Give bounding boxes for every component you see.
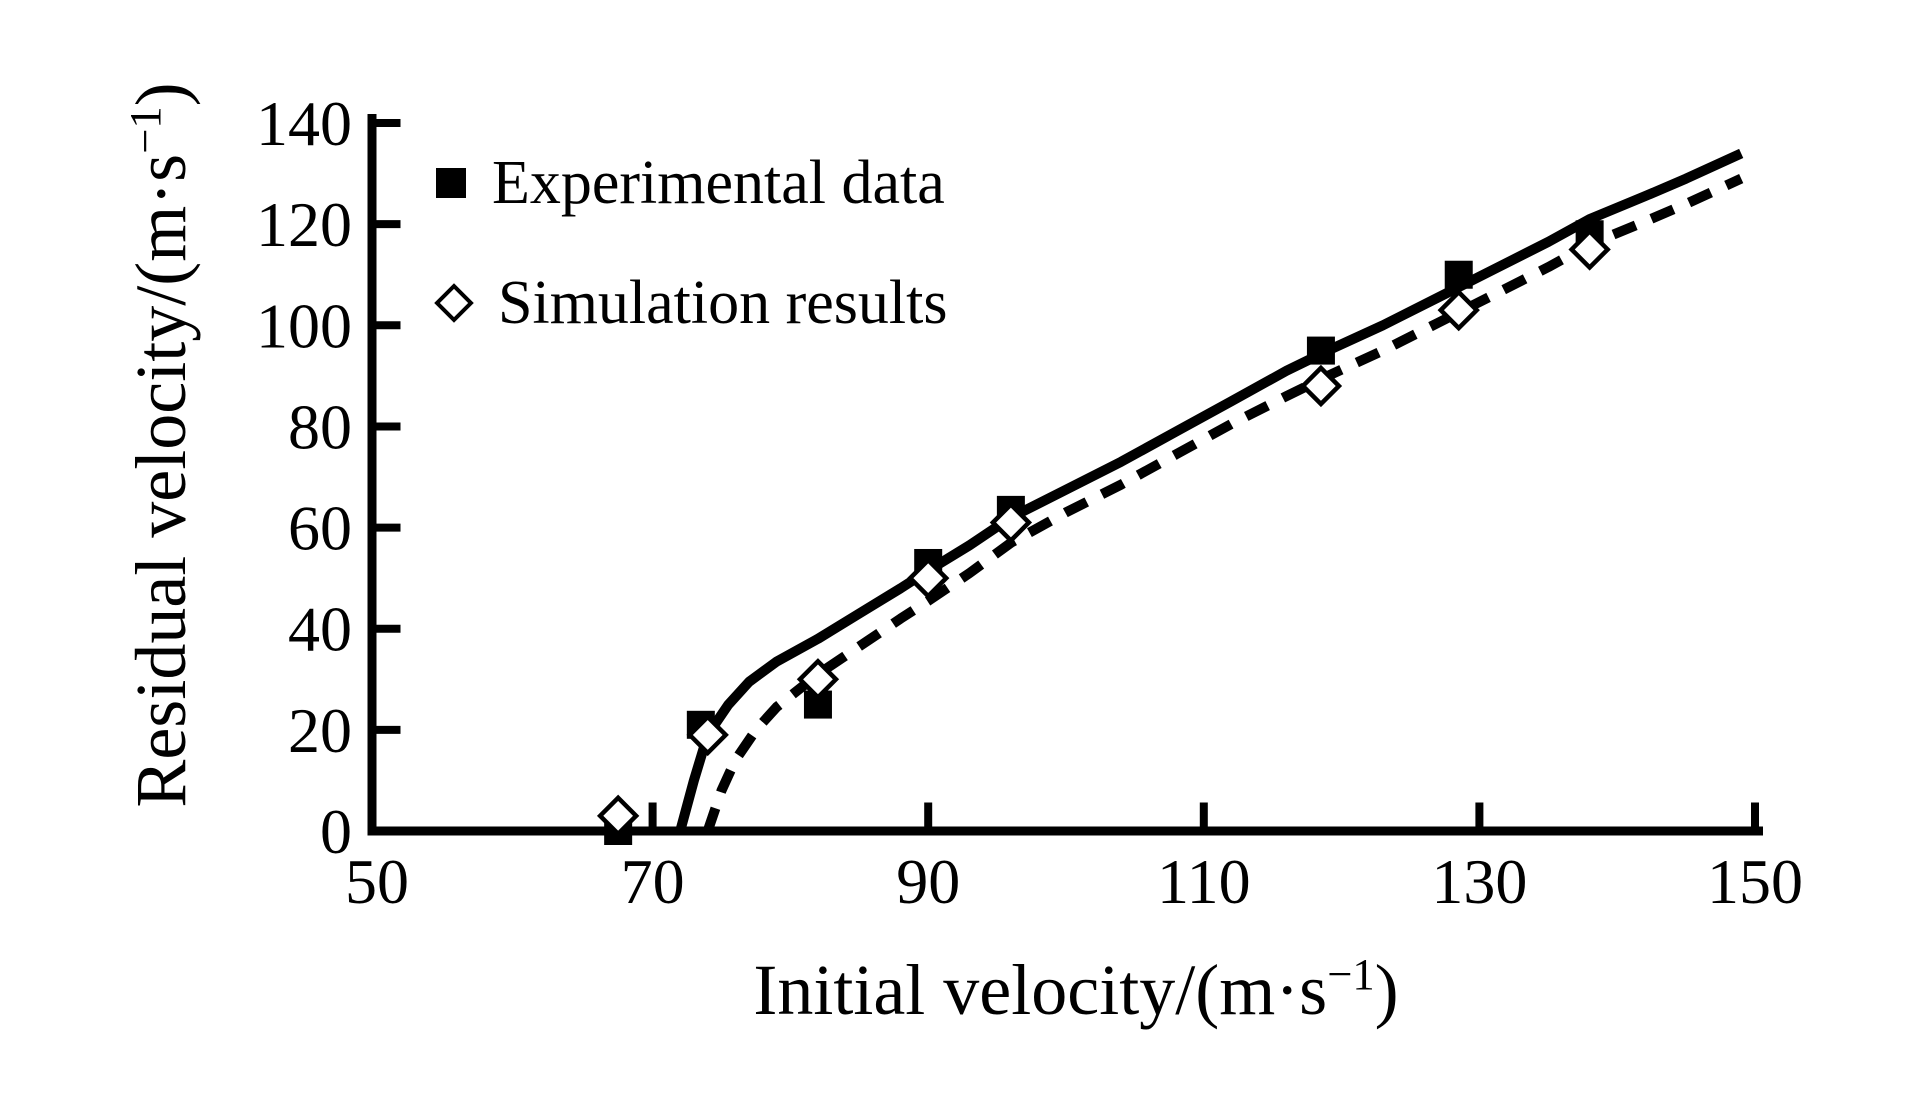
x-tick-label-130: 130 [1431, 846, 1527, 917]
simulation-point-5 [1299, 364, 1343, 408]
legend-label-experimental: Experimental data [492, 149, 945, 217]
x-tick-label-110: 110 [1157, 846, 1251, 917]
y-axis-label: Residual velocity/(m·s−1) [120, 82, 201, 807]
y-tick-label-120: 120 [256, 189, 352, 260]
y-tick-label-60: 60 [288, 493, 352, 564]
simulation-point-2 [796, 658, 840, 701]
x-tick-label-70: 70 [621, 846, 685, 917]
y-tick-label-0: 0 [320, 796, 352, 867]
simulation-point-3 [907, 556, 950, 600]
experimental-fit-curve [675, 148, 1744, 833]
x-axis-label-close: ) [1374, 950, 1399, 1030]
filled-square-icon [436, 168, 466, 198]
experimental-point-5 [1306, 336, 1335, 365]
y-tick-label-140: 140 [256, 88, 352, 159]
y-axis-label-close: ) [121, 82, 201, 107]
x-tick-label-50: 50 [345, 846, 409, 917]
x-axis-label: Initial velocity/(m·s−1) [753, 952, 1398, 1026]
simulation-point-7 [1568, 228, 1611, 271]
legend-item-experimental-data: Experimental data [436, 143, 948, 223]
x-axis-label-base: Initial velocity/(m·s [753, 950, 1328, 1030]
y-axis-label-base: Residual velocity/(m·s [121, 153, 201, 808]
y-tick-label-40: 40 [288, 594, 352, 665]
simulation-point-4 [989, 501, 1033, 544]
x-axis-label-superscript: −1 [1327, 949, 1375, 999]
y-tick-label-100: 100 [256, 290, 352, 361]
simulation-point-1 [686, 713, 729, 757]
experimental-point-6 [1444, 260, 1473, 289]
legend: Experimental data Simulation results [434, 143, 948, 343]
simulation-point-6 [1437, 288, 1480, 332]
legend-item-simulation-results: Simulation results [434, 263, 948, 343]
y-tick-label-80: 80 [288, 391, 352, 462]
x-tick-label-150: 150 [1707, 846, 1803, 917]
x-tick-label-90: 90 [896, 846, 960, 917]
simulation-point-0 [596, 794, 640, 838]
open-diamond-icon [434, 283, 474, 323]
y-axis-label-superscript: −1 [120, 106, 170, 154]
y-tick-label-20: 20 [288, 695, 352, 766]
simulation-fit-curve [702, 174, 1744, 833]
legend-label-simulation: Simulation results [498, 269, 948, 337]
